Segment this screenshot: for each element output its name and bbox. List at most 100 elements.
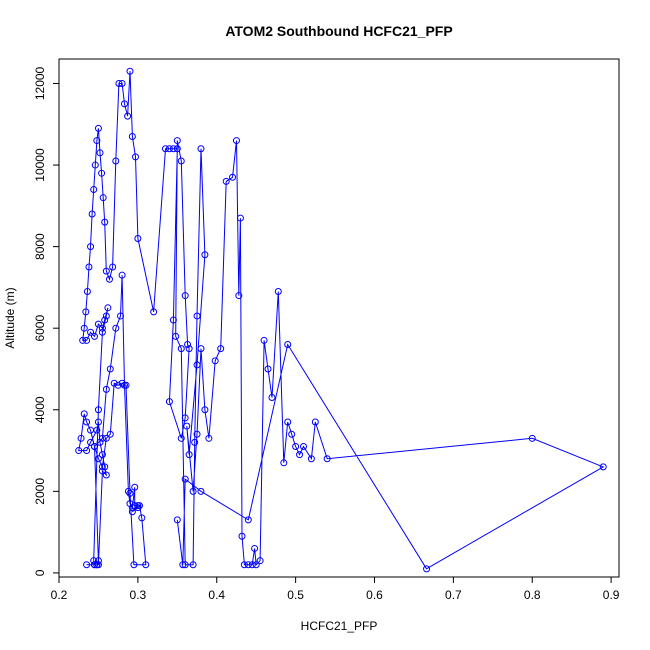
x-tick-label: 0.4: [208, 588, 225, 602]
data-point: [177, 157, 185, 165]
data-point: [93, 137, 101, 145]
data-point: [193, 361, 201, 369]
data-point: [599, 463, 607, 471]
data-point: [102, 434, 110, 442]
x-tick-label: 0.3: [130, 588, 147, 602]
data-point: [274, 287, 282, 295]
x-axis-label: HCFC21_PFP: [301, 619, 378, 633]
data-point: [172, 332, 180, 340]
x-tick-label: 0.2: [51, 588, 68, 602]
data-point: [114, 381, 122, 389]
data-point: [222, 177, 230, 185]
data-point: [232, 137, 240, 145]
data-point: [87, 328, 95, 336]
series-line: [78, 71, 605, 570]
data-point: [83, 418, 91, 426]
data-point: [134, 234, 142, 242]
data-point: [244, 561, 252, 569]
x-tick-label: 0.6: [366, 588, 383, 602]
data-point: [98, 463, 106, 471]
data-point: [205, 434, 213, 442]
data-point: [173, 516, 181, 524]
data-point: [96, 438, 104, 446]
data-point: [130, 561, 138, 569]
data-point: [122, 381, 130, 389]
y-tick-label: 4000: [33, 396, 47, 423]
data-point: [102, 471, 110, 479]
data-point: [109, 263, 117, 271]
y-tick-label: 12000: [33, 66, 47, 100]
data-point: [80, 324, 88, 332]
y-tick-label: 10000: [33, 148, 47, 182]
data-point: [118, 379, 126, 387]
data-point: [94, 455, 102, 463]
data-point: [99, 194, 107, 202]
data-point: [181, 561, 189, 569]
data-point: [307, 455, 315, 463]
data-point: [251, 544, 259, 552]
data-point: [118, 271, 126, 279]
x-tick-label: 0.9: [603, 588, 620, 602]
data-point: [177, 345, 185, 353]
data-point: [98, 451, 106, 459]
y-axis-label: Altitude (m): [3, 287, 17, 348]
data-point: [248, 561, 256, 569]
data-point: [120, 100, 128, 108]
data-point: [173, 137, 181, 145]
data-point: [98, 324, 106, 332]
data-point: [77, 434, 85, 442]
x-axis: 0.2 0.3 0.4 0.5 0.6 0.7 0.8 0.9: [51, 577, 620, 602]
data-point: [80, 410, 88, 418]
y-tick-label: 2000: [33, 478, 47, 505]
data-point: [197, 345, 205, 353]
data-point: [236, 214, 244, 222]
data-point: [94, 557, 102, 565]
data-point: [165, 398, 173, 406]
data-point: [197, 145, 205, 153]
data-point: [185, 345, 193, 353]
data-point: [126, 67, 134, 75]
data-point: [284, 341, 292, 349]
data-point: [201, 251, 209, 259]
data-point: [150, 308, 158, 316]
data-point: [138, 514, 146, 522]
data-point: [300, 442, 308, 450]
data-point: [102, 267, 110, 275]
data-point: [83, 561, 91, 569]
data-point: [131, 483, 139, 491]
data-point: [83, 447, 91, 455]
data-point: [311, 418, 319, 426]
data-point: [90, 442, 98, 450]
data-point: [288, 430, 296, 438]
data-point: [124, 112, 132, 120]
data-point: [197, 487, 205, 495]
data-point: [183, 422, 191, 430]
data-point: [128, 508, 136, 516]
data-point: [94, 320, 102, 328]
data-point: [90, 332, 98, 340]
series-layer: [75, 67, 607, 573]
data-point: [173, 145, 181, 153]
data-point: [252, 561, 260, 569]
data-point: [85, 263, 93, 271]
data-point: [98, 169, 106, 177]
data-point: [87, 243, 95, 251]
data-point: [189, 561, 197, 569]
data-point: [181, 292, 189, 300]
data-point: [134, 504, 142, 512]
data-point: [260, 336, 268, 344]
data-point: [217, 345, 225, 353]
data-point: [185, 451, 193, 459]
data-point: [169, 145, 177, 153]
data-point: [181, 414, 189, 422]
data-point: [132, 153, 140, 161]
data-point: [112, 157, 120, 165]
data-point: [106, 365, 114, 373]
y-axis: 0 2000 4000 6000 8000 10000 12000: [33, 66, 59, 576]
data-point: [191, 438, 199, 446]
data-point: [102, 385, 110, 393]
y-tick-label: 6000: [33, 315, 47, 342]
data-point: [238, 532, 246, 540]
data-point: [256, 557, 264, 565]
data-point: [189, 487, 197, 495]
